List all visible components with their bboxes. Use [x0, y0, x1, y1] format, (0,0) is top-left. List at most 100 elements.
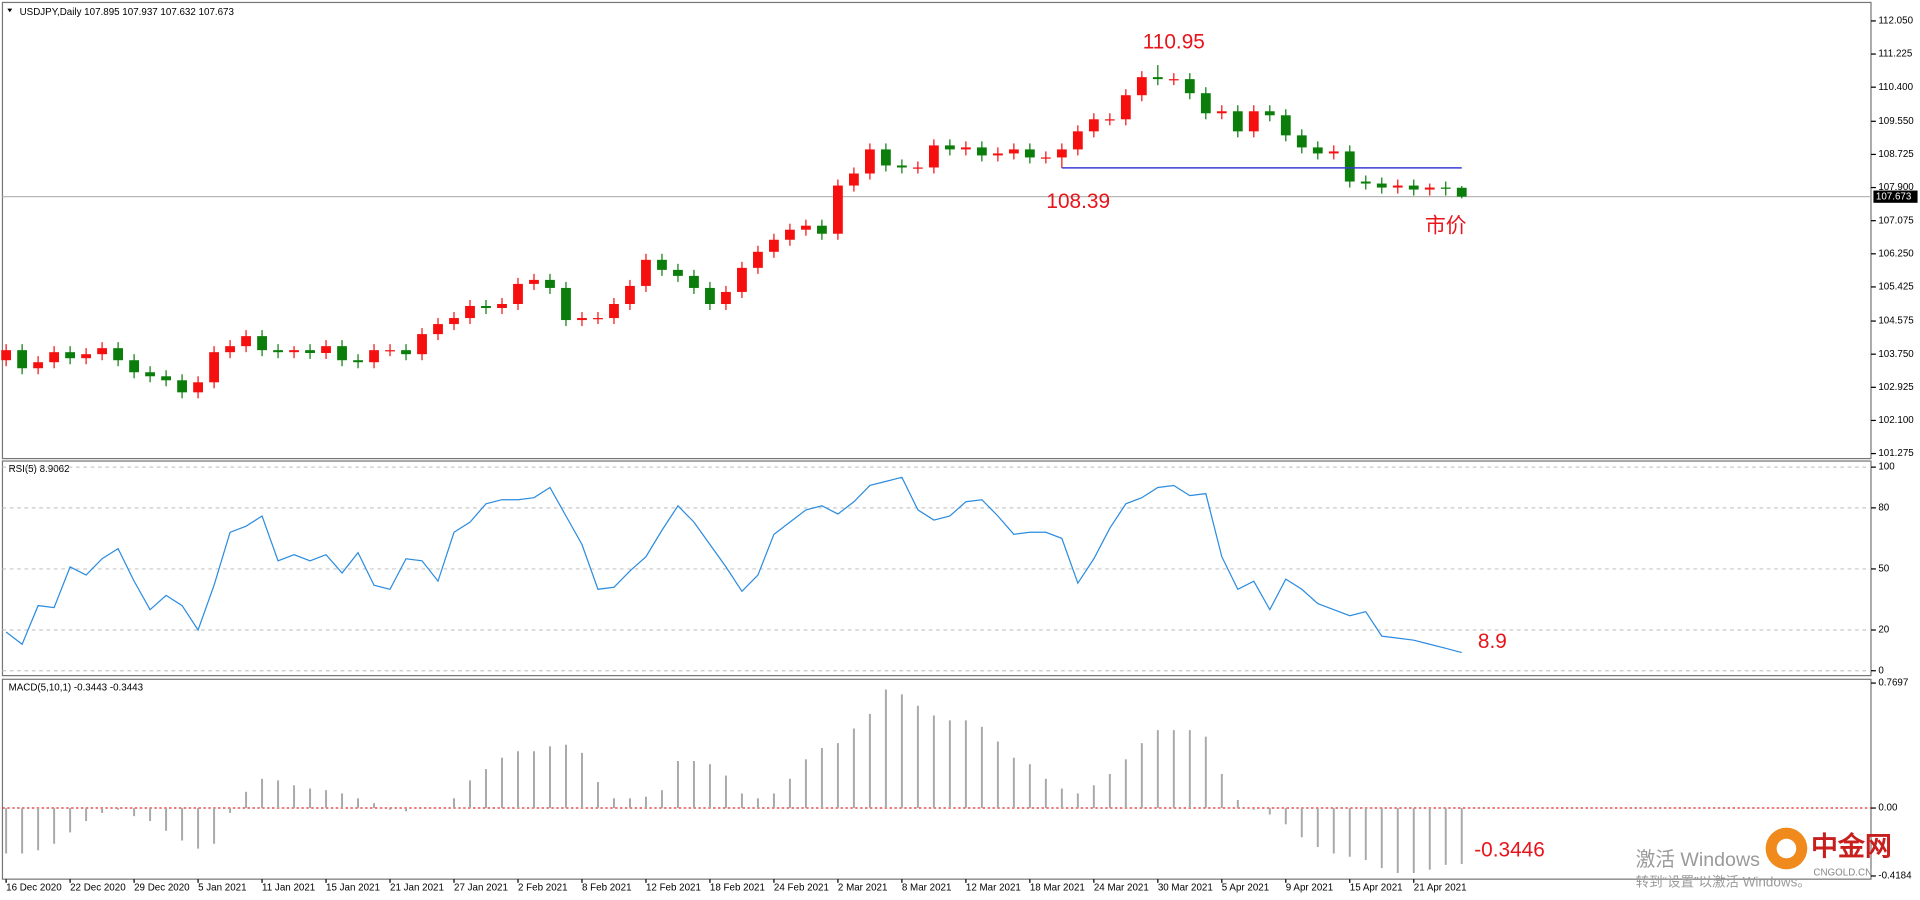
- logo-icon-inner: [1776, 838, 1797, 859]
- macd-panel: [1, 678, 1872, 880]
- candle-body: [1040, 157, 1051, 159]
- candle-body: [257, 336, 267, 351]
- watermark-activate: 激活 Windows: [1636, 849, 1760, 871]
- candle-body: [1312, 147, 1323, 154]
- candle-body: [609, 303, 619, 319]
- annotation: 市价: [1425, 214, 1467, 237]
- candle-body: [753, 251, 763, 268]
- y-tick-label: 107.075: [1878, 215, 1914, 226]
- candle-body: [161, 376, 171, 381]
- candle-body: [81, 354, 92, 359]
- candle-body: [145, 372, 155, 377]
- x-tick-label: 16 Dec 2020: [6, 882, 62, 893]
- candle-body: [193, 382, 203, 393]
- candle-body: [1264, 111, 1275, 116]
- candle-body: [833, 185, 843, 234]
- candle-body: [465, 306, 475, 319]
- x-tick-label: 27 Jan 2021: [454, 882, 508, 893]
- x-tick-label: 11 Jan 2021: [262, 882, 315, 893]
- y-tick-label: -0.4184: [1878, 871, 1912, 882]
- x-tick-label: 18 Mar 2021: [1030, 882, 1085, 893]
- x-tick-label: 2 Mar 2021: [838, 882, 888, 893]
- candle-body: [1056, 149, 1067, 158]
- candle-body: [481, 306, 491, 309]
- candle-body: [97, 348, 108, 355]
- candle-body: [769, 239, 779, 252]
- x-tick-label: 18 Feb 2021: [710, 882, 765, 893]
- candle-body: [513, 283, 523, 304]
- x-tick-label: 8 Feb 2021: [582, 882, 632, 893]
- annotation: 8.9: [1478, 630, 1507, 653]
- candle-body: [1120, 95, 1131, 120]
- candle-body: [49, 352, 60, 363]
- x-tick-label: 12 Mar 2021: [966, 882, 1021, 893]
- x-tick-label: 12 Feb 2021: [646, 882, 701, 893]
- candle-body: [1296, 135, 1307, 148]
- candle-body: [1232, 111, 1243, 132]
- candle-body: [721, 291, 731, 304]
- candle-body: [1, 350, 12, 361]
- candle-body: [1024, 149, 1035, 158]
- logo-text: 中金网: [1811, 831, 1892, 862]
- candle-body: [689, 275, 699, 288]
- candle-body: [529, 279, 539, 284]
- candle-body: [1136, 77, 1147, 96]
- x-tick-label: 29 Dec 2020: [134, 882, 190, 893]
- candle-body: [561, 287, 571, 321]
- candle-body: [129, 360, 139, 373]
- candle-body: [209, 352, 219, 383]
- candle-body: [1408, 185, 1419, 190]
- candle-body: [912, 167, 923, 169]
- candle-body: [577, 318, 587, 321]
- y-tick-label: 80: [1878, 502, 1889, 513]
- candle-body: [1200, 93, 1211, 114]
- candle-body: [896, 165, 907, 168]
- candle-body: [1184, 79, 1195, 94]
- candle-body: [1152, 77, 1163, 80]
- y-tick-label: 0.7697: [1878, 678, 1908, 689]
- y-tick-label: 109.550: [1878, 116, 1914, 127]
- symbol-header: USDJPY,Daily 107.895 107.937 107.632 107…: [20, 7, 235, 18]
- candle-body: [65, 352, 76, 359]
- candle-body: [353, 360, 363, 363]
- candle-body: [33, 362, 44, 369]
- candle-body: [241, 336, 251, 347]
- candle-body: [1088, 119, 1099, 132]
- candle-body: [1168, 79, 1179, 81]
- candle-body: [801, 225, 811, 230]
- candle-body: [849, 173, 859, 186]
- y-tick-label: 50: [1878, 564, 1889, 575]
- y-tick-label: 20: [1878, 625, 1889, 636]
- candle-body: [1248, 111, 1259, 132]
- candle-body: [705, 287, 715, 304]
- candle-body: [960, 147, 971, 150]
- y-tick-label: 102.100: [1878, 415, 1914, 426]
- candle-body: [625, 285, 635, 304]
- candle-body: [785, 229, 795, 240]
- candle-body: [976, 147, 987, 156]
- header-arrow: [7, 8, 13, 13]
- rsi-title: RSI(5) 8.9062: [9, 464, 70, 475]
- candle-body: [289, 350, 299, 353]
- x-tick-label: 8 Mar 2021: [902, 882, 952, 893]
- candle-body: [1104, 119, 1115, 121]
- x-tick-label: 2 Feb 2021: [518, 882, 568, 893]
- y-tick-label: 104.575: [1878, 316, 1914, 327]
- candle-body: [737, 267, 747, 292]
- candle-body: [880, 149, 891, 166]
- annotation: -0.3446: [1474, 838, 1545, 861]
- watermark-hint: 转到“设置”以激活 Windows。: [1636, 874, 1811, 889]
- x-tick-label: 21 Jan 2021: [390, 882, 444, 893]
- candle-body: [865, 149, 875, 174]
- candle-body: [17, 350, 28, 369]
- candle-body: [545, 279, 555, 288]
- candle-body: [1280, 115, 1291, 136]
- candle-body: [1008, 149, 1019, 154]
- candle-body: [944, 145, 955, 150]
- rsi-line: [5, 476, 1462, 654]
- candle-body: [113, 348, 123, 361]
- candle-body: [1424, 187, 1435, 190]
- candle-body: [593, 318, 603, 320]
- candle-body: [321, 346, 331, 353]
